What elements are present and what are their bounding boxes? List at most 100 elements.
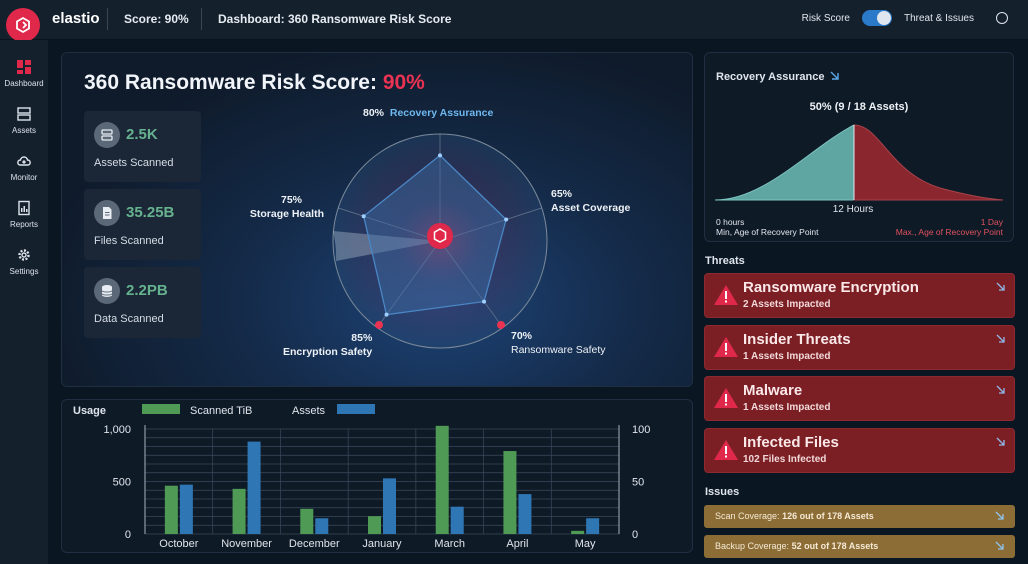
warning-icon (714, 440, 738, 460)
recovery-curve-left (714, 124, 855, 201)
issues-heading: Issues (705, 486, 740, 498)
radar-highlight-sector (333, 231, 440, 261)
threats-heading: Threats (705, 255, 745, 267)
sidebar-item-label: Reports (9, 220, 38, 229)
sidebar-item-label: Settings (9, 267, 39, 276)
bar-scanned-tib (368, 516, 381, 534)
stat-card-files: 35.25B Files Scanned (84, 189, 201, 260)
radar-pct: 85% (351, 332, 373, 344)
arrow-down-right-icon[interactable] (996, 437, 1006, 447)
risk-score-value: 90% (382, 71, 425, 94)
radar-label-ransomware-safety: 70% Ransomware Safety (511, 329, 606, 357)
reports-icon (18, 200, 30, 216)
recovery-curve-right (853, 124, 1004, 201)
bar-assets (383, 478, 396, 534)
bar-scanned-tib (435, 425, 449, 534)
bar-scanned-tib (164, 485, 178, 534)
logo-icon[interactable] (6, 8, 40, 42)
risk-score-panel: 360 Ransomware Risk Score: 90% 2.5K Asse… (61, 52, 693, 387)
stat-card-assets: 2.5K Assets Scanned (84, 111, 201, 182)
arrow-down-right-icon[interactable] (995, 511, 1005, 521)
top-bar: elastio Score: 90% Dashboard: 360 Ransom… (0, 0, 1028, 42)
divider (107, 8, 108, 30)
file-icon (94, 200, 120, 226)
radar-point (361, 214, 366, 219)
threat-card-ransomware[interactable]: Ransomware Encryption 2 Assets Impacted (704, 273, 1015, 318)
warning-icon (714, 285, 738, 305)
x-tick-label: March (434, 538, 465, 550)
radar-point (384, 312, 389, 317)
stat-value: 2.2PB (126, 282, 168, 299)
arrow-down-right-icon[interactable] (996, 385, 1006, 395)
sidebar: Dashboard Assets Monitor Reports Setting… (0, 40, 48, 564)
view-toggle[interactable] (861, 10, 892, 26)
arrow-down-right-icon[interactable] (996, 282, 1006, 292)
bar-assets (247, 441, 261, 534)
user-icon[interactable] (996, 12, 1008, 24)
arrow-down-right-icon[interactable] (996, 334, 1006, 344)
x-tick-label: April (506, 538, 528, 550)
sidebar-item-settings[interactable]: Settings (0, 247, 48, 276)
score-label: Score: 90% (124, 12, 189, 26)
view-toggle-group: Risk Score Threat & Issues (802, 10, 1008, 26)
y-left-tick: 0 (125, 529, 131, 541)
sidebar-item-assets[interactable]: Assets (0, 106, 48, 135)
radar-spoke (338, 207, 441, 242)
arrow-down-right-icon[interactable] (830, 71, 839, 80)
x-tick-label: November (221, 538, 272, 550)
bar-assets (518, 494, 532, 534)
server-icon (94, 122, 120, 148)
radar-pct: 80% (363, 107, 385, 119)
radar-point (438, 153, 442, 158)
sidebar-item-label: Assets (11, 126, 36, 135)
divider (201, 8, 202, 30)
x-tick-label: October (159, 538, 198, 550)
bar-scanned-tib (571, 530, 585, 534)
radar-pct: 75% (280, 194, 302, 206)
stat-label: Files Scanned (94, 235, 164, 247)
radar-spoke (439, 207, 542, 242)
issue-label: Scan Coverage: (715, 511, 780, 521)
sidebar-item-dashboard[interactable]: Dashboard (0, 59, 48, 88)
bar-assets (586, 518, 600, 534)
sidebar-item-monitor[interactable]: Monitor (0, 153, 48, 182)
warning-icon (714, 337, 738, 357)
radar-pct: 65% (551, 188, 573, 200)
arrow-down-right-icon[interactable] (995, 541, 1005, 551)
radar-center-logo (427, 223, 453, 249)
y-right-tick: 50 (632, 477, 644, 489)
threat-card-infected-files[interactable]: Infected Files 102 Files Infected (704, 428, 1015, 473)
x-tick-label: December (289, 538, 340, 550)
stat-label: Assets Scanned (94, 157, 174, 169)
stat-value: 2.5K (126, 126, 158, 143)
recovery-max-label: Max., Age of Recovery Point (896, 227, 1004, 237)
gear-icon (18, 249, 30, 261)
toggle-label-risk-score: Risk Score (801, 12, 850, 24)
toggle-label-threats: Threat & Issues (903, 12, 974, 24)
sidebar-item-reports[interactable]: Reports (0, 200, 48, 229)
radar-name: Asset Coverage (551, 202, 631, 215)
issue-scan-coverage[interactable]: Scan Coverage: 126 out of 178 Assets (704, 505, 1015, 528)
threat-card-malware[interactable]: Malware 1 Assets Impacted (704, 376, 1015, 421)
y-left-tick: 1,000 (103, 424, 131, 436)
radar-point (504, 217, 509, 222)
usage-title: Usage (73, 405, 106, 417)
issue-label: Backup Coverage: (715, 541, 790, 551)
stat-value: 35.25B (126, 204, 175, 221)
issue-backup-coverage[interactable]: Backup Coverage: 52 out of 178 Assets (704, 535, 1015, 558)
bar-scanned-tib (503, 451, 517, 534)
recovery-title: Recovery Assurance (716, 71, 824, 83)
y-right-tick: 0 (632, 529, 638, 541)
radar-alert-dot (497, 320, 506, 329)
radar-label-storage-health: 75% Storage Health (248, 193, 324, 221)
threat-subtitle: 1 Assets Impacted (743, 402, 831, 413)
recovery-min-label: Min, Age of Recovery Point (716, 227, 819, 237)
issue-text: Scan Coverage: 126 out of 178 Assets (715, 511, 874, 521)
recovery-assurance-panel: Recovery Assurance 50% (9 / 18 Assets) 1… (704, 52, 1014, 242)
threat-card-insider[interactable]: Insider Threats 1 Assets Impacted (704, 325, 1015, 370)
dashboard-title: Dashboard: 360 Ransomware Risk Score (218, 12, 452, 26)
x-tick-label: May (575, 538, 596, 550)
radar-name: Storage Health (249, 208, 324, 221)
radar-spoke (439, 240, 504, 328)
bar-assets (450, 506, 464, 534)
